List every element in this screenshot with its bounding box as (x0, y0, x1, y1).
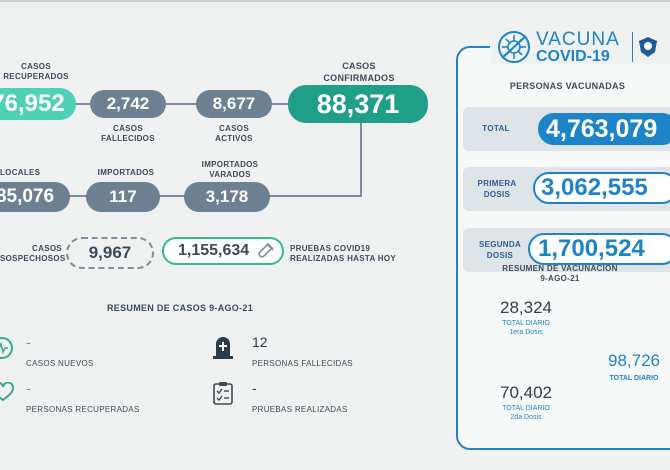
clipboard-check-icon (212, 381, 234, 410)
activos-label: CASOS ACTIVOS (196, 124, 272, 144)
resumen-vacunacion-line2: 9-AGO-21 (540, 274, 580, 283)
sospechosos-value: 9,967 (66, 237, 154, 269)
fallecidos-label-line2: FALLECIDOS (101, 134, 155, 143)
total-value: 4,763,079 (538, 113, 670, 145)
recuperados-label-line1: CASOS (21, 62, 51, 71)
vacuna-logo: VACUNA COVID-19 (490, 29, 670, 65)
importados-label: IMPORTADOS (97, 168, 155, 177)
pruebas-label: PRUEBAS COVID19 REALIZADAS HASTA HOY (290, 244, 410, 264)
sospechosos-label: CASOS SOSPECHOSOS (0, 244, 66, 264)
activos-label-line2: ACTIVOS (215, 134, 253, 143)
primera-label-line1: PRIMERA (477, 179, 517, 188)
primera-value: 3,062,555 (533, 172, 670, 204)
sospechosos-label-line2: SOSPECHOSOS (0, 254, 66, 263)
pruebas-value: 1,155,634 (178, 242, 250, 259)
logo-line1: VACUNA (536, 29, 620, 50)
segunda-value: 1,700,524 (528, 233, 670, 265)
locales-label: LOCALES (0, 168, 41, 177)
diario1-value: 28,324 (500, 298, 552, 317)
logo-line2: COVID-19 (536, 48, 610, 65)
segunda-label: SEGUNDA DOSIS (469, 239, 531, 261)
casos-nuevos-value: - (26, 334, 31, 350)
confirmados-value: 88,371 (288, 85, 428, 123)
diario2-label-line1: TOTAL DIARIO (502, 405, 550, 412)
diario1-label-line2: 1era Dosis (509, 329, 543, 336)
total-diario-value: 98,726 (608, 351, 660, 370)
top-divider (0, 0, 670, 2)
total-diario-label: TOTAL DIARIO (609, 375, 659, 382)
pruebas-realizadas-label: PRUEBAS REALIZADAS (252, 405, 348, 414)
fallecidos-label-line1: CASOS (113, 124, 143, 133)
diario2-value: 70,402 (500, 383, 552, 402)
segunda-label-line2: DOSIS (486, 251, 514, 260)
confirmados-label-line2: CONFIRMADOS (323, 73, 395, 83)
pruebas-realizadas-value: - (252, 380, 257, 396)
pruebas-box: 1,155,634 (162, 237, 284, 265)
diario1-label: TOTAL DIARIO 1era Dosis (488, 319, 564, 337)
segunda-label-line1: SEGUNDA (478, 240, 522, 249)
varados-label-line1: IMPORTADOS (201, 160, 259, 169)
test-tube-icon (258, 242, 274, 266)
pruebas-label-line2: REALIZADAS HASTA HOY (290, 254, 396, 263)
confirmados-label: CASOS CONFIRMADOS (300, 60, 418, 84)
personas-fallecidas-label: PERSONAS FALLECIDAS (252, 359, 353, 368)
primera-label: PRIMERA DOSIS (469, 178, 525, 200)
varados-label: IMPORTADOS VARADOS (190, 160, 270, 180)
resumen-vacunacion-title: RESUMEN DE VACUNACIÓN 9-AGO-21 (490, 264, 630, 284)
sospechosos-label-line1: CASOS (32, 244, 62, 253)
heart-icon (0, 381, 14, 407)
resumen-vacunacion-line1: RESUMEN DE VACUNACIÓN (502, 264, 618, 273)
connector-row1 (70, 103, 300, 105)
casos-nuevos-label: CASOS NUEVOS (26, 359, 94, 368)
varados-value: 3,178 (184, 182, 270, 212)
resumen-title: RESUMEN DE CASOS 9-AGO-21 (106, 303, 254, 313)
pruebas-label-line1: PRUEBAS COVID19 (290, 244, 371, 253)
logo-divider (632, 32, 633, 62)
personas-fallecidas-value: 12 (252, 334, 268, 350)
personas-recuperadas-value: - (26, 380, 31, 396)
confirmados-label-line1: CASOS (342, 61, 376, 71)
primera-label-line2: DOSIS (483, 190, 511, 199)
personas-recuperadas-label: PERSONAS RECUPERADAS (26, 405, 140, 414)
total-label: TOTAL (482, 124, 510, 133)
recuperados-label: CASOS RECUPERADOS (0, 62, 72, 82)
shield-emblem-icon (638, 36, 658, 63)
vacunados-heading: PERSONAS VACUNADAS (509, 81, 626, 91)
diario1-label-line1: TOTAL DIARIO (502, 320, 550, 327)
connector-vertical (360, 120, 362, 196)
fallecidos-label: CASOS FALLECIDOS (90, 124, 166, 144)
activos-value: 8,677 (196, 90, 272, 118)
virus-icon (496, 30, 532, 69)
tombstone-icon (212, 336, 234, 365)
diario2-label: TOTAL DIARIO 2da Dosis (488, 404, 564, 422)
locales-value: 85,076 (0, 182, 70, 212)
activos-label-line1: CASOS (219, 124, 249, 133)
varados-label-line2: VARADOS (209, 170, 251, 179)
diario2-label-line2: 2da Dosis (510, 414, 542, 421)
fallecidos-value: 2,742 (90, 90, 166, 118)
importados-value: 117 (86, 182, 160, 212)
recuperados-value: 76,952 (0, 88, 76, 120)
recuperados-label-line2: RECUPERADOS (3, 72, 69, 81)
heart-pulse-icon (0, 336, 14, 365)
